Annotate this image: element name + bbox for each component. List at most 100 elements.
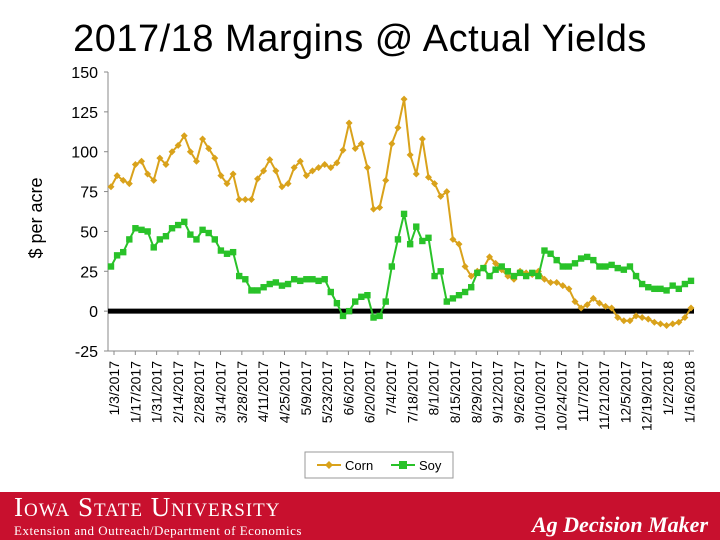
data-point (370, 205, 378, 213)
data-point (217, 172, 225, 180)
data-point (400, 95, 408, 103)
data-point (620, 266, 628, 273)
data-point (254, 287, 261, 294)
data-point (522, 272, 530, 280)
data-point (602, 302, 610, 310)
data-point (547, 278, 555, 286)
y-axis-label: $ per acre (26, 177, 46, 258)
data-point (516, 269, 524, 277)
data-point (388, 140, 396, 148)
university-name: Iowa State University (14, 492, 281, 522)
x-tick-label: 1/17/2017 (127, 361, 143, 423)
data-point (687, 277, 695, 285)
y-tick-label: 50 (80, 224, 98, 241)
data-point (596, 263, 603, 270)
data-point (278, 183, 286, 191)
x-tick-label: 6/20/2017 (362, 361, 378, 423)
data-point (394, 236, 402, 243)
data-point (241, 196, 249, 204)
brand-name: Ag Decision Maker (532, 512, 708, 537)
data-point (321, 160, 329, 168)
data-point (247, 196, 255, 204)
data-point (663, 287, 670, 294)
data-point (608, 261, 615, 269)
data-point (144, 228, 151, 235)
data-point (125, 180, 133, 188)
data-point (687, 304, 695, 312)
data-point (455, 240, 463, 248)
x-tick-label: 12/19/2017 (639, 361, 655, 431)
data-point (645, 284, 652, 291)
data-point (669, 320, 677, 328)
x-tick-label: 1/16/2018 (681, 361, 697, 423)
data-point (284, 180, 292, 188)
x-tick-label: 5/23/2017 (319, 361, 335, 423)
data-point (162, 233, 170, 240)
legend-label: Soy (419, 458, 442, 473)
y-axis-ticks: -25 0 25 50 75 100 125 150 (71, 65, 108, 361)
data-point (235, 196, 243, 204)
data-point (638, 280, 646, 288)
data-point (443, 298, 450, 305)
data-point (181, 218, 188, 226)
data-point (657, 285, 664, 293)
data-point (541, 247, 548, 254)
data-point (376, 204, 384, 212)
data-point (138, 157, 146, 165)
data-point (272, 279, 280, 286)
data-point (370, 314, 377, 321)
data-point (132, 225, 139, 232)
data-point (467, 272, 475, 280)
data-point (168, 225, 176, 232)
data-point (565, 263, 573, 270)
data-point (620, 317, 628, 325)
data-point (474, 269, 481, 277)
data-point (455, 292, 463, 299)
data-point (675, 318, 683, 326)
data-point (119, 176, 127, 184)
data-point (107, 263, 115, 270)
data-point (559, 263, 566, 270)
data-point (339, 312, 347, 320)
y-tick-label: 125 (71, 105, 98, 122)
data-point (290, 276, 298, 283)
legend-marker (325, 461, 333, 469)
data-point (144, 170, 152, 178)
data-point (113, 172, 121, 180)
x-tick-label: 1/2/2018 (660, 361, 676, 416)
data-point (406, 240, 414, 248)
data-point (626, 317, 634, 325)
data-point (131, 160, 139, 168)
data-point (357, 140, 365, 148)
data-point (675, 285, 682, 293)
x-tick-label: 3/28/2017 (234, 361, 250, 423)
data-point (406, 151, 414, 159)
data-point (327, 164, 335, 172)
data-point (351, 145, 359, 153)
x-tick-label: 6/6/2017 (340, 361, 356, 416)
data-point (614, 264, 621, 272)
x-tick-label: 1/3/2017 (106, 361, 122, 416)
data-point (303, 276, 310, 283)
data-point (382, 298, 389, 305)
data-point (461, 263, 469, 271)
data-point (345, 119, 353, 127)
x-tick-label: 4/25/2017 (276, 361, 292, 423)
data-point (431, 180, 439, 188)
series-soy (107, 210, 695, 321)
data-point (168, 148, 176, 156)
data-point (242, 276, 249, 283)
data-point (590, 256, 597, 264)
data-point (498, 263, 505, 270)
data-point (394, 124, 402, 132)
department-name: Extension and Outreach/Department of Eco… (14, 523, 302, 538)
data-point (364, 292, 371, 299)
data-point (223, 250, 231, 257)
data-point (644, 315, 652, 323)
data-point (126, 236, 133, 243)
series-group (107, 95, 695, 329)
data-point (180, 132, 188, 140)
data-point (345, 307, 353, 315)
data-point (413, 223, 420, 230)
